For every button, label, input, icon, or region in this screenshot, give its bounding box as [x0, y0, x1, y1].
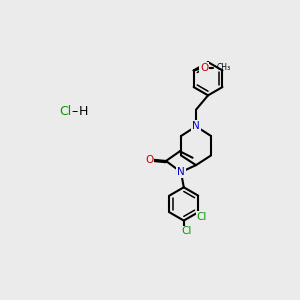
- Text: H: H: [79, 105, 88, 118]
- Text: Cl: Cl: [181, 226, 191, 236]
- Text: O: O: [200, 63, 208, 73]
- Text: N: N: [192, 121, 200, 131]
- Text: O: O: [145, 154, 154, 165]
- Text: N: N: [177, 167, 185, 177]
- Text: Cl: Cl: [59, 105, 72, 118]
- Text: –: –: [71, 105, 77, 118]
- Text: Cl: Cl: [197, 212, 207, 222]
- Text: CH₃: CH₃: [217, 63, 231, 72]
